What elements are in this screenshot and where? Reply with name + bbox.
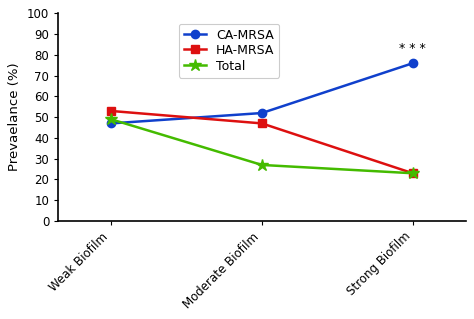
CA-MRSA xyxy=(108,122,114,125)
Line: CA-MRSA: CA-MRSA xyxy=(107,59,417,128)
CA-MRSA xyxy=(259,111,265,115)
HA-MRSA xyxy=(410,171,416,175)
Total xyxy=(410,171,416,175)
CA-MRSA xyxy=(410,61,416,65)
Legend: CA-MRSA, HA-MRSA, Total: CA-MRSA, HA-MRSA, Total xyxy=(179,24,279,78)
HA-MRSA xyxy=(108,109,114,113)
Text: * * *: * * * xyxy=(400,42,426,55)
Line: HA-MRSA: HA-MRSA xyxy=(107,107,417,177)
HA-MRSA xyxy=(259,122,265,125)
Total xyxy=(108,117,114,121)
Y-axis label: Prevaelance (%): Prevaelance (%) xyxy=(9,63,21,172)
Total xyxy=(259,163,265,167)
Line: Total: Total xyxy=(105,113,419,180)
